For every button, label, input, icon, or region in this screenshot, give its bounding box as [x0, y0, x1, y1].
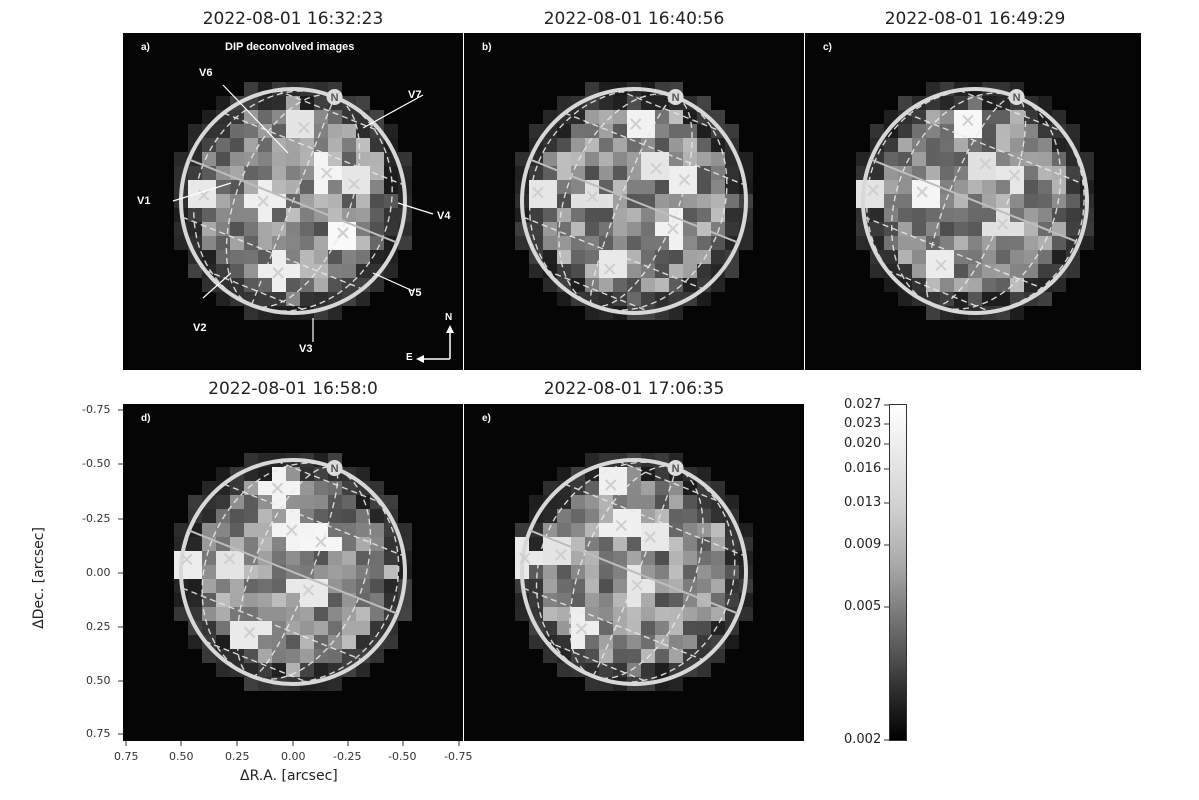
panel-a-letter: a)	[141, 42, 150, 53]
y-tick: 0.00	[86, 566, 111, 579]
panel-b-letter: b)	[482, 42, 492, 53]
y-tick: 0.75	[86, 727, 111, 740]
panel-a: N a) DIP deconvolved images V1 V2 V3 V4 …	[123, 33, 463, 370]
panel-d-image: N	[174, 453, 412, 691]
x-tick: -0.75	[444, 750, 473, 763]
panel-e-title: 2022-08-01 17:06:35	[543, 379, 725, 399]
north-pole-marker: N	[672, 92, 680, 104]
panel-b: N b)	[464, 33, 804, 370]
x-tick: -0.50	[388, 750, 417, 763]
label-v7: V7	[408, 89, 422, 101]
north-pole-marker: N	[1013, 92, 1021, 104]
panel-a-image: N	[172, 82, 454, 363]
y-tick: 0.25	[86, 620, 111, 633]
panel-c-letter: c)	[823, 42, 832, 53]
panel-c: N c)	[805, 33, 1141, 370]
panel-a-title: 2022-08-01 16:32:23	[202, 9, 384, 29]
panel-e-letter: e)	[482, 413, 491, 424]
colorbar	[889, 404, 907, 741]
x-axis-label: ΔR.A. [arcsec]	[240, 768, 338, 784]
label-v4: V4	[437, 210, 451, 222]
colorbar-tick: 0.016	[844, 461, 882, 476]
panel-e: N e)	[464, 404, 804, 741]
colorbar-tick: 0.002	[844, 732, 882, 747]
x-tick: 0.75	[114, 750, 139, 763]
y-tick: -0.25	[82, 512, 111, 525]
colorbar-tick: 0.005	[844, 599, 882, 614]
y-tick: -0.75	[82, 403, 111, 416]
label-v1: V1	[137, 195, 151, 207]
panel-d: N d)	[123, 404, 463, 741]
colorbar-tick: 0.009	[844, 537, 882, 552]
colorbar-tick: 0.013	[844, 495, 882, 510]
x-tick: 0.25	[225, 750, 250, 763]
x-tick: 0.50	[169, 750, 194, 763]
label-v2: V2	[193, 322, 207, 334]
north-pole-marker: N	[672, 463, 680, 475]
compass-east-label: E	[406, 352, 413, 363]
colorbar-tick: 0.027	[844, 397, 882, 412]
panel-c-image: N	[856, 82, 1094, 320]
colorbar-tick: 0.020	[844, 436, 882, 451]
banner-text: DIP deconvolved images	[225, 41, 355, 53]
label-v6: V6	[199, 67, 213, 79]
label-v3: V3	[299, 343, 313, 355]
north-pole-marker: N	[331, 92, 339, 104]
x-tick: -0.25	[333, 750, 362, 763]
panel-e-image: N	[515, 453, 753, 691]
north-pole-marker: N	[331, 463, 339, 475]
panel-b-image: N	[515, 82, 753, 320]
y-tick: 0.50	[86, 674, 111, 687]
panel-c-title: 2022-08-01 16:49:29	[884, 9, 1066, 29]
panel-d-letter: d)	[141, 413, 151, 424]
y-axis-label: ΔDec. [arcsec]	[30, 527, 47, 629]
y-tick: -0.50	[82, 457, 111, 470]
compass-north-label: N	[445, 312, 453, 323]
x-tick: 0.00	[281, 750, 306, 763]
colorbar-tick: 0.023	[844, 416, 882, 431]
panel-b-title: 2022-08-01 16:40:56	[543, 9, 725, 29]
label-v5: V5	[408, 287, 422, 299]
panel-d-title: 2022-08-01 16:58:0	[208, 379, 378, 399]
